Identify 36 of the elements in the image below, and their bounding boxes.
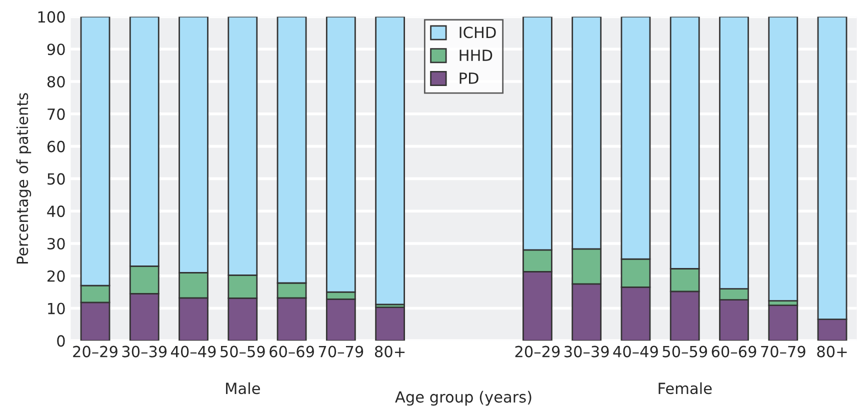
legend-label: PD bbox=[460, 72, 478, 84]
y-tick-label: 100 bbox=[38, 11, 65, 23]
y-tick-label: 30 bbox=[48, 238, 65, 250]
x-axis-title: Age group (years) bbox=[395, 390, 532, 406]
y-tick-label: 70 bbox=[48, 108, 65, 120]
x-tick-label: 60–69 bbox=[270, 346, 314, 358]
x-tick-label: 20–29 bbox=[515, 346, 560, 358]
x-tick-label: 80+ bbox=[374, 346, 405, 358]
x-tick-label: 40–49 bbox=[171, 346, 216, 358]
bar bbox=[768, 304, 798, 341]
y-tick-label: 40 bbox=[47, 206, 65, 218]
legend-label: ICHD bbox=[460, 26, 496, 38]
y-tick-label: 20 bbox=[48, 270, 65, 282]
x-tick-label: 50–59 bbox=[220, 346, 265, 358]
text: Male bbox=[226, 382, 260, 394]
x-tick-label: 50–59 bbox=[662, 346, 708, 358]
y-tick-label: 90 bbox=[47, 44, 65, 56]
legend-label: HHD bbox=[460, 50, 492, 61]
x-tick-label: 60–69 bbox=[712, 346, 756, 358]
y-tick-label: 50 bbox=[48, 173, 65, 185]
x-tick-label: 80+ bbox=[817, 346, 847, 358]
y-tick-label: 60 bbox=[47, 140, 65, 152]
y-axis-title: Percentage of patients bbox=[16, 93, 32, 264]
bar bbox=[375, 16, 405, 306]
text: Female bbox=[658, 382, 712, 394]
x-tick-label: 40–49 bbox=[613, 346, 658, 358]
x-tick-label: 70–79 bbox=[761, 346, 806, 358]
x-tick-label: 30–39 bbox=[122, 346, 167, 358]
y-tick-label: 80 bbox=[47, 76, 65, 88]
bar bbox=[768, 16, 798, 302]
x-tick-label: 70–79 bbox=[318, 346, 364, 358]
x-tick-label: 30–39 bbox=[564, 346, 609, 358]
x-tick-label: 20–29 bbox=[73, 346, 118, 358]
bar bbox=[375, 306, 405, 341]
y-tick-label: 10 bbox=[48, 302, 65, 314]
y-tick-label: 0 bbox=[57, 335, 65, 347]
